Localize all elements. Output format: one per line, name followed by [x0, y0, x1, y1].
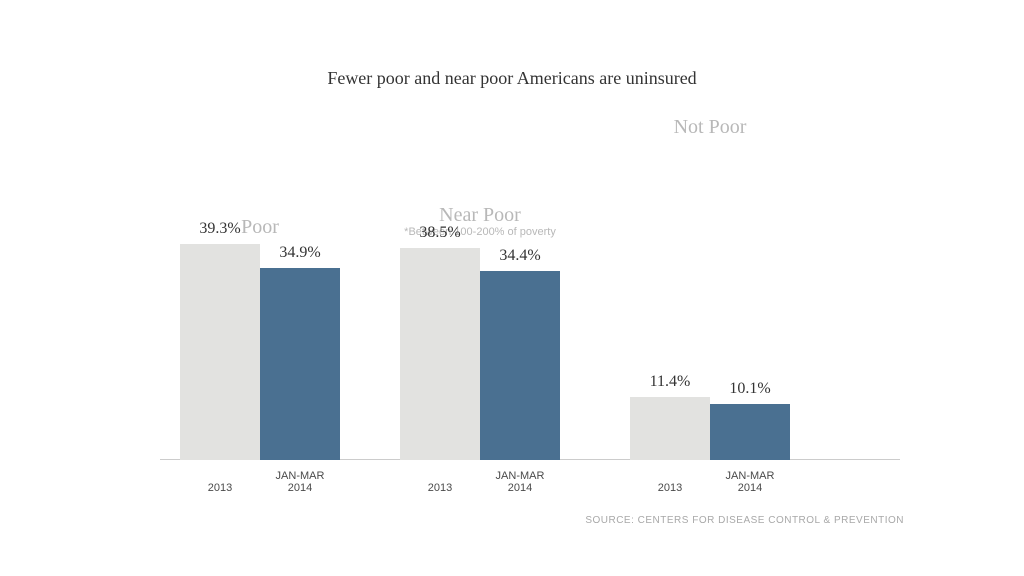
- bar-xlabel-line: JAN-MAR: [710, 470, 790, 482]
- bar-value-label: 39.3%: [180, 220, 260, 238]
- bar-group: Not Poor11.4%201310.1%JAN-MAR2014: [630, 240, 790, 460]
- bar-xlabel-line: 2014: [480, 482, 560, 494]
- bar-value-label: 34.9%: [260, 244, 340, 262]
- bar-value-label: 34.4%: [480, 247, 560, 265]
- bar-xlabel: JAN-MAR2014: [260, 470, 340, 494]
- bar: 34.4%JAN-MAR2014: [480, 271, 560, 460]
- bar-xlabel-line: 2013: [180, 482, 260, 494]
- chart-canvas: Fewer poor and near poor Americans are u…: [0, 0, 1024, 576]
- bar-xlabel: 2013: [630, 482, 710, 494]
- bar-xlabel: JAN-MAR2014: [710, 470, 790, 494]
- bars-container: 38.5%201334.4%JAN-MAR2014: [400, 248, 560, 460]
- bar-xlabel-line: 2014: [710, 482, 790, 494]
- bar-xlabel-line: 2013: [400, 482, 480, 494]
- bar: 11.4%2013: [630, 397, 710, 460]
- bar-xlabel-line: JAN-MAR: [480, 470, 560, 482]
- chart-plot-area: Poor39.3%201334.9%JAN-MAR2014 Near Poor*B…: [180, 160, 880, 460]
- bar-xlabel-line: 2014: [260, 482, 340, 494]
- bar-xlabel-line: 2013: [630, 482, 710, 494]
- bar-xlabel-line: JAN-MAR: [260, 470, 340, 482]
- chart-title: Fewer poor and near poor Americans are u…: [0, 68, 1024, 89]
- bar-group: Poor39.3%201334.9%JAN-MAR2014: [180, 240, 340, 460]
- bar: 39.3%2013: [180, 244, 260, 460]
- bar-value-label: 38.5%: [400, 224, 480, 242]
- bar-xlabel: JAN-MAR2014: [480, 470, 560, 494]
- bar-group: Near Poor*Between 100-200% of poverty38.…: [400, 240, 560, 460]
- bar-value-label: 11.4%: [630, 373, 710, 391]
- bar: 10.1%JAN-MAR2014: [710, 404, 790, 460]
- bar: 38.5%2013: [400, 248, 480, 460]
- bar: 34.9%JAN-MAR2014: [260, 268, 340, 460]
- group-label: Not Poor: [630, 116, 790, 139]
- bars-container: 39.3%201334.9%JAN-MAR2014: [180, 244, 340, 460]
- bar-xlabel: 2013: [400, 482, 480, 494]
- bars-container: 11.4%201310.1%JAN-MAR2014: [630, 397, 790, 460]
- bar-value-label: 10.1%: [710, 380, 790, 398]
- bar-xlabel: 2013: [180, 482, 260, 494]
- chart-source: SOURCE: CENTERS FOR DISEASE CONTROL & PR…: [585, 515, 904, 526]
